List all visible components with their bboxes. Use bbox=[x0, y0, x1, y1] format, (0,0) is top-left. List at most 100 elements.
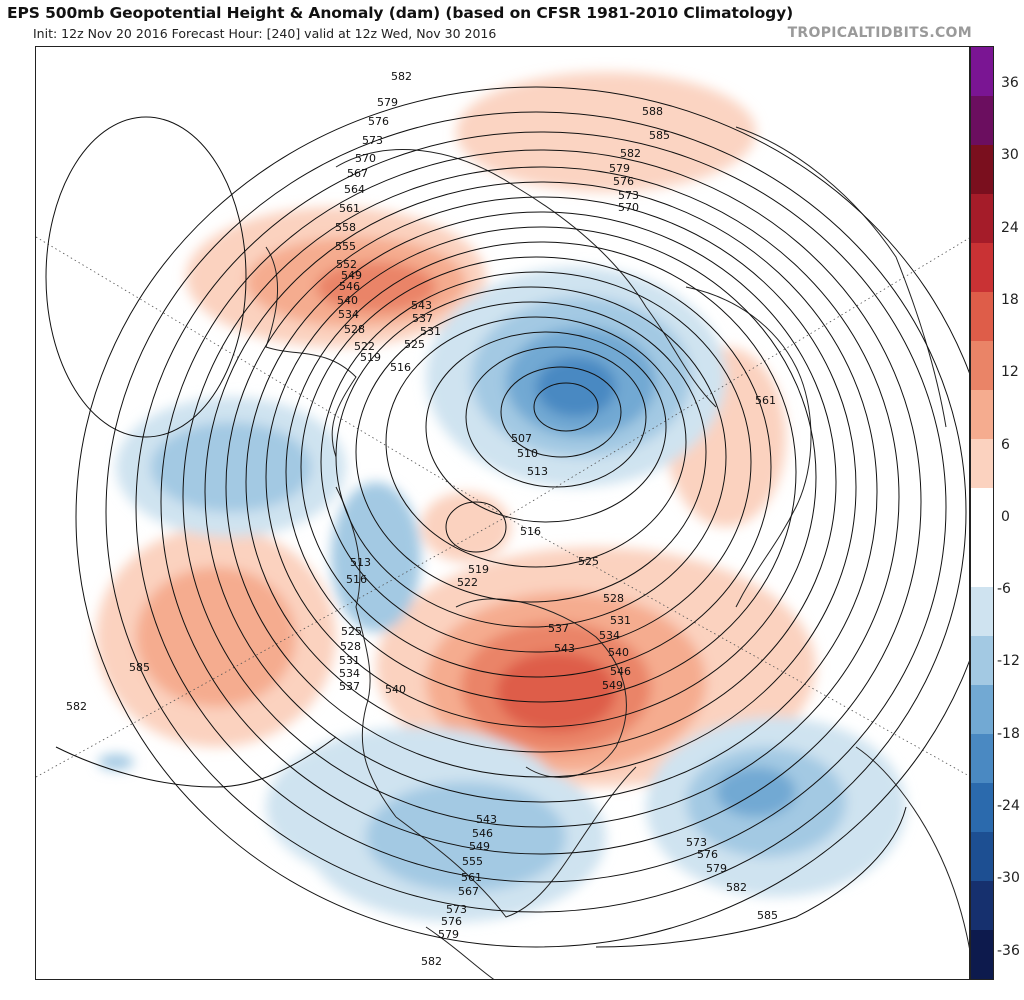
contour-label: 540 bbox=[337, 294, 358, 307]
contour-label: 537 bbox=[548, 622, 569, 635]
contour-label: 582 bbox=[391, 70, 412, 83]
contour-pacific bbox=[55, 736, 337, 788]
contour-label: 531 bbox=[339, 654, 360, 667]
contour-label: 534 bbox=[599, 629, 620, 642]
contour-label: 528 bbox=[603, 592, 624, 605]
contour-label: 582 bbox=[421, 955, 442, 968]
contour-ring bbox=[160, 149, 922, 855]
colorbar-segment bbox=[971, 537, 993, 587]
contour-high-arctic bbox=[445, 501, 507, 553]
contour-label: 531 bbox=[420, 325, 441, 338]
colorbar-segment bbox=[971, 880, 993, 930]
chart-subtitle: Init: 12z Nov 20 2016 Forecast Hour: [24… bbox=[33, 26, 497, 41]
contour-atlantic bbox=[595, 806, 907, 948]
coast-alaska bbox=[265, 246, 357, 458]
colorbar-segment bbox=[971, 95, 993, 146]
contour-label: 561 bbox=[339, 202, 360, 215]
brand-watermark: TROPICALTIDBITS.COM bbox=[787, 25, 972, 41]
contour-ring bbox=[320, 271, 752, 653]
height-anomaly-map: 582 579 576 573 570 567 564 561 558 555 … bbox=[35, 46, 970, 980]
contour-ring bbox=[285, 241, 797, 703]
contour-label: 567 bbox=[347, 167, 368, 180]
colorbar-segment bbox=[971, 684, 993, 734]
contour-label: 585 bbox=[757, 909, 778, 922]
anomaly-shading bbox=[96, 72, 906, 922]
colorbar-segment bbox=[971, 47, 993, 97]
colorbar-segment bbox=[971, 733, 993, 783]
contour-label: 546 bbox=[610, 665, 631, 678]
contour-label: 576 bbox=[697, 848, 718, 861]
contour-label: 573 bbox=[446, 903, 467, 916]
coast-asia-east bbox=[735, 126, 947, 428]
contour-label: 549 bbox=[602, 679, 623, 692]
colorbar-segment bbox=[971, 389, 993, 440]
contour-ring bbox=[355, 301, 707, 603]
contour-label: 582 bbox=[66, 700, 87, 713]
colorbar-tick-label: -18 bbox=[997, 725, 1020, 742]
contour-ring bbox=[204, 181, 878, 803]
colorbar-tick-label: 24 bbox=[1001, 219, 1019, 236]
contour-label: 588 bbox=[642, 105, 663, 118]
contour-label: 543 bbox=[476, 813, 497, 826]
colorbar-tick-label: -36 bbox=[997, 942, 1020, 959]
contour-ring bbox=[225, 196, 857, 778]
colorbar-segment bbox=[971, 635, 993, 685]
contour-label: 516 bbox=[520, 525, 541, 538]
colorbar-tick-label: -30 bbox=[997, 870, 1020, 887]
contour-label: 540 bbox=[608, 646, 629, 659]
contour-ring bbox=[300, 256, 772, 678]
chart-title: EPS 500mb Geopotential Height & Anomaly … bbox=[7, 4, 794, 22]
contour-label: 549 bbox=[341, 269, 362, 282]
contour-label: 585 bbox=[129, 661, 150, 674]
contour-ring bbox=[182, 166, 900, 828]
contour-label: 507 bbox=[511, 432, 532, 445]
contour-label: 513 bbox=[350, 556, 371, 569]
colorbar-tick-label: -6 bbox=[997, 581, 1011, 598]
colorbar-tick-label: -24 bbox=[997, 798, 1020, 814]
contour-label: 549 bbox=[469, 840, 490, 853]
contour-label: 561 bbox=[755, 394, 776, 407]
contour-label: 513 bbox=[527, 465, 548, 478]
colorbar-tick-label: 6 bbox=[1001, 436, 1010, 453]
colorbar-segment bbox=[971, 291, 993, 342]
map-canvas: 582 579 576 573 570 567 564 561 558 555 … bbox=[36, 70, 969, 979]
contour-label: 531 bbox=[610, 614, 631, 627]
contour-label: 582 bbox=[726, 881, 747, 894]
contour-label: 537 bbox=[339, 680, 360, 693]
colorbar-tick-label: -12 bbox=[997, 653, 1020, 670]
colorbar-segment bbox=[971, 782, 993, 832]
contour-label: 510 bbox=[517, 447, 538, 460]
contour-labels: 582 579 576 573 570 567 564 561 558 555 … bbox=[66, 70, 778, 968]
contour-ring bbox=[75, 86, 969, 948]
contour-ring bbox=[245, 211, 837, 753]
colorbar-segment bbox=[971, 144, 993, 195]
contour-label: 543 bbox=[554, 642, 575, 655]
contour-label: 576 bbox=[613, 175, 634, 188]
contour-label: 552 bbox=[336, 258, 357, 271]
contour-ring bbox=[500, 366, 622, 458]
contour-ring bbox=[135, 131, 947, 883]
coast-central-america bbox=[425, 926, 495, 979]
contour-label: 582 bbox=[620, 147, 641, 160]
contour-label: 516 bbox=[346, 573, 367, 586]
contour-label: 573 bbox=[362, 134, 383, 147]
anomaly-pos-east-siberia bbox=[456, 72, 756, 192]
coast-siberia bbox=[335, 149, 717, 408]
colorbar-segment bbox=[971, 340, 993, 391]
contour-label: 522 bbox=[354, 340, 375, 353]
anomaly-neg-canada bbox=[331, 482, 421, 632]
contour-label: 528 bbox=[340, 640, 361, 653]
contour-label: 576 bbox=[368, 115, 389, 128]
contour-label: 570 bbox=[355, 152, 376, 165]
contour-ring bbox=[265, 226, 817, 728]
contour-label: 579 bbox=[609, 162, 630, 175]
coast-africa bbox=[855, 746, 969, 949]
contour-label: 564 bbox=[344, 183, 365, 196]
contour-label: 558 bbox=[335, 221, 356, 234]
contour-label: 555 bbox=[462, 855, 483, 868]
contour-label: 579 bbox=[377, 96, 398, 109]
contour-ring bbox=[335, 286, 727, 628]
contour-label: 534 bbox=[338, 308, 359, 321]
graticule bbox=[36, 236, 969, 778]
contour-ring bbox=[533, 382, 599, 432]
